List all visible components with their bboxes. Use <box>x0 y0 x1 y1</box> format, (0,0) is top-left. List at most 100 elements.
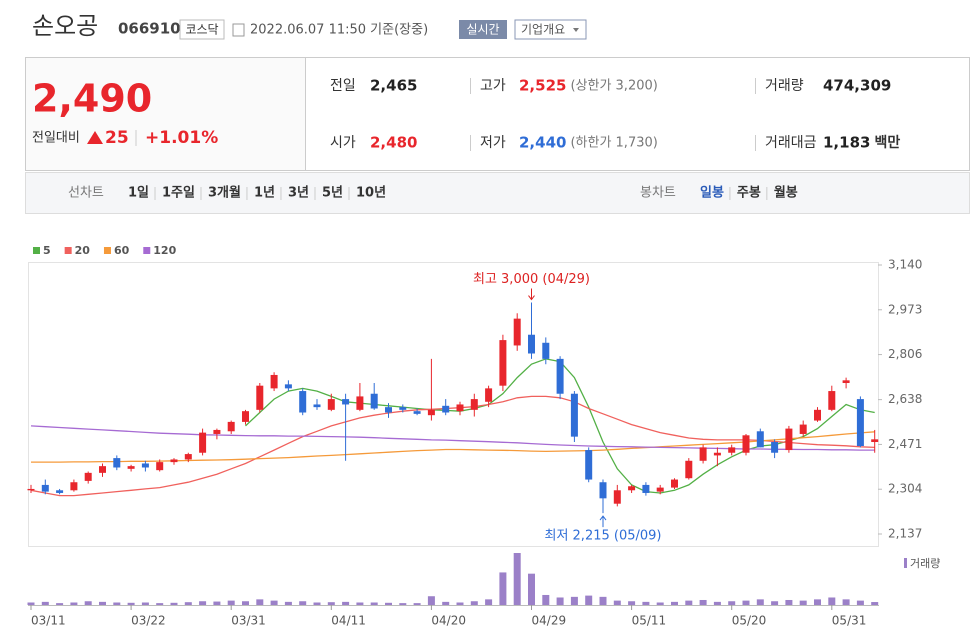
volume-bar <box>242 601 249 605</box>
volume-bar <box>528 573 535 605</box>
line-chart-label: 선차트 <box>68 186 104 201</box>
x-tick-label: 03/11 <box>31 614 66 628</box>
candle-body <box>270 374 278 389</box>
volume-bar <box>599 596 607 605</box>
volume-bar <box>756 599 764 605</box>
stat-label: 고가 <box>480 78 506 94</box>
candle-body <box>685 460 693 479</box>
realtime-label[interactable]: 실시간 <box>466 23 499 37</box>
chart: 2,137 2,304 2,471 2,638 2,806 2,973 3,140 03/11… <box>27 244 940 628</box>
volume-bar <box>842 599 850 605</box>
period-tab[interactable]: 3년 <box>288 186 309 201</box>
volume-label: 거래량 <box>910 557 940 570</box>
candle-body <box>728 447 736 453</box>
period-tab[interactable]: 3개월 <box>208 185 241 201</box>
annotation: 최고 3,000 (04/29) <box>473 272 590 287</box>
stat-label: 저가 <box>480 135 506 151</box>
volume-bar <box>556 597 564 605</box>
candle-body <box>842 380 850 384</box>
stat-label: 시가 <box>330 135 356 151</box>
candle-body <box>27 488 35 491</box>
stat-value: 1,183 <box>823 134 870 152</box>
x-tick-label: 04/11 <box>331 614 366 628</box>
annotation-arrow <box>599 515 607 528</box>
volume-bar <box>370 602 378 605</box>
x-tick-label: 05/11 <box>632 614 667 628</box>
company-button[interactable] <box>514 19 587 40</box>
tab-bar <box>25 172 970 214</box>
volume-bar <box>856 600 864 605</box>
candle-body <box>656 487 664 492</box>
period-tab[interactable]: 10년 <box>356 186 386 201</box>
volume-bar <box>628 601 636 605</box>
candle-body <box>814 409 821 421</box>
legend-swatch <box>103 247 111 254</box>
volume-bar <box>542 594 550 605</box>
dropdown-arrow <box>573 28 579 32</box>
volume-bar <box>27 602 35 605</box>
market-badge <box>179 19 225 40</box>
company-label[interactable]: 기업개요 <box>521 23 565 37</box>
volume-bar <box>728 601 736 605</box>
up-triangle <box>87 131 103 144</box>
candle-body <box>442 405 450 413</box>
legend-label: 120 <box>153 244 176 257</box>
volume-bar <box>170 602 178 605</box>
volume-bar <box>427 596 435 605</box>
stock-name: 손오공 <box>32 12 98 40</box>
period-tab[interactable]: 1년 <box>254 186 275 201</box>
candle-body <box>413 411 421 414</box>
candle-tab[interactable]: 일봉 <box>700 186 724 201</box>
candle-body <box>528 334 535 354</box>
volume-bar <box>713 601 721 605</box>
candle-body <box>84 472 92 481</box>
period-tab[interactable]: 5년 <box>322 186 343 201</box>
change-rate: +1.01% <box>145 128 218 148</box>
volume-bar <box>585 595 593 605</box>
candle-body <box>628 486 636 491</box>
candle-body <box>828 391 836 410</box>
candle-body <box>170 459 178 463</box>
candle-body <box>385 407 392 413</box>
y-tick-label: 2,304 <box>888 482 922 496</box>
candle-body <box>427 409 435 416</box>
market: 코스닥 <box>185 23 218 37</box>
volume-bar <box>313 602 321 605</box>
x-tick-label: 04/20 <box>431 614 466 628</box>
timestamp: 2022.06.07 11:50 기준(장중) <box>250 23 428 38</box>
stat-value: 2,525 <box>519 77 566 95</box>
candle-tab[interactable]: 월봉 <box>774 185 798 201</box>
candle-body <box>41 484 49 492</box>
candle-body <box>570 393 578 437</box>
volume-bar <box>84 601 92 605</box>
volume-bar <box>227 600 235 605</box>
volume-bar <box>442 601 450 605</box>
candle-body <box>713 452 721 456</box>
volume-bar <box>127 602 135 605</box>
realtime-button[interactable] <box>459 20 507 39</box>
period-tab[interactable]: 1일 <box>128 186 149 201</box>
volume-bar <box>642 601 650 605</box>
candle-body <box>785 428 793 451</box>
candle-body <box>470 399 478 410</box>
candle-body <box>213 429 221 434</box>
candle-body <box>370 393 378 409</box>
candle-body <box>327 399 335 410</box>
price: 2,490 <box>32 77 152 121</box>
volume-bar <box>270 600 278 605</box>
y-tick-label: 2,806 <box>888 347 922 361</box>
tab-options: 1일 1주일 3개월 1년 3년 5년 10년 일봉 주봉 월봉 <box>128 185 798 201</box>
candle-body <box>613 490 621 504</box>
price-cell <box>26 58 305 170</box>
volume-bar <box>385 602 392 605</box>
volume-bar <box>699 599 707 605</box>
x-tick-label: 05/31 <box>832 614 867 628</box>
candle-body <box>184 454 192 460</box>
candle-tab[interactable]: 주봉 <box>737 186 761 201</box>
candle-body <box>585 450 593 480</box>
candle-body <box>699 447 707 461</box>
ma-line <box>30 395 875 497</box>
period-tab[interactable]: 1주일 <box>162 186 195 201</box>
